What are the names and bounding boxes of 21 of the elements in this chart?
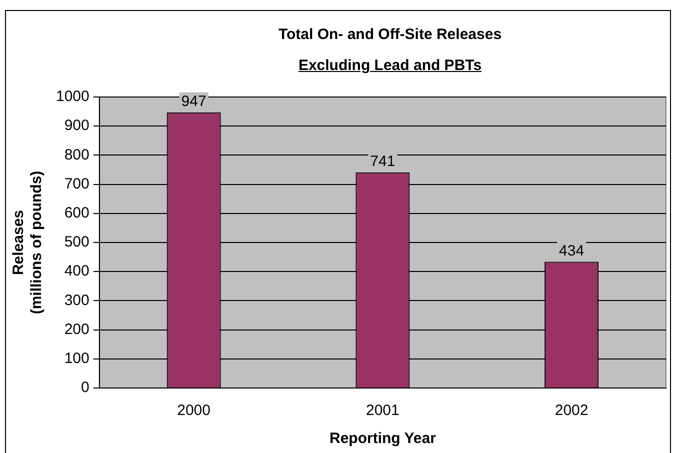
x-tick-label: 2001 [366,402,400,420]
data-label: 741 [370,153,396,170]
x-tick-label: 2000 [177,402,210,420]
y-tick-label: 500 [64,234,90,251]
y-tick-label: 1000 [56,88,90,106]
y-tick-label: 300 [64,292,90,309]
y-tick-label: 400 [64,262,90,280]
y-tick-label: 0 [81,379,90,396]
x-axis-title: Reporting Year [329,430,436,448]
data-label: 434 [559,242,584,260]
chart-subtitle: Excluding Lead and PBTs [298,57,482,74]
y-tick-label: 800 [64,146,90,164]
data-label: 947 [181,93,206,110]
chart-title: Total On- and Off-Site Releases [277,26,503,43]
y-tick-label: 700 [64,175,90,192]
x-tick-label: 2002 [554,402,588,420]
y-tick-label: 200 [64,320,90,338]
y-tick-label: 900 [64,117,90,134]
y-tick-label: 600 [64,204,90,222]
y-tick-label: 100 [64,350,90,368]
y-axis-title: Releases (millions of pounds) [10,170,46,314]
